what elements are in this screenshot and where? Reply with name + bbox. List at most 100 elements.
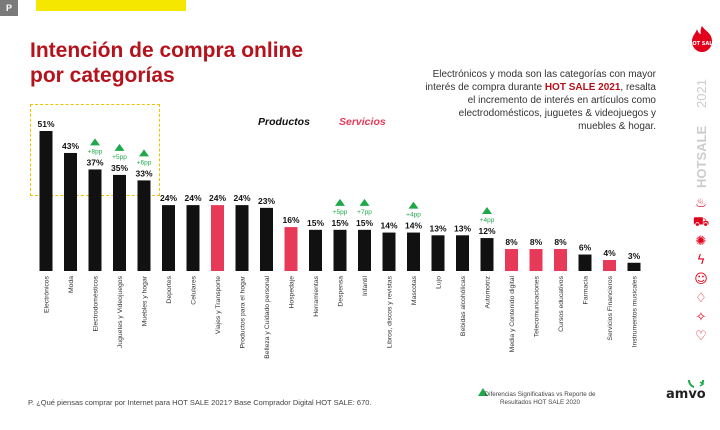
bar-value-label-10: 16% [282, 215, 299, 225]
bar-21 [554, 249, 567, 271]
bar-5 [162, 205, 175, 271]
bar-value-label-22: 6% [579, 243, 592, 253]
bar-chart: 51% Electrónicos 43% Moda 37% Electrodoméstic… [37, 119, 641, 359]
increment-label-2: +8pp [88, 148, 103, 155]
yellow-accent-bar [36, 0, 186, 11]
bar-4 [137, 180, 151, 271]
increment-label-3: +5pp [112, 154, 127, 161]
increment-label-12: +5pp [333, 209, 348, 216]
category-label-11: Herramientas [313, 275, 320, 316]
legend-products: Productos [258, 116, 310, 128]
bar-value-label-5: 24% [160, 193, 177, 203]
description-part-1: Electrónicos y moda son las categorías c… [425, 69, 656, 93]
bar-18 [480, 238, 494, 271]
increment-arrow-2 [90, 138, 100, 146]
category-label-14: Libros, discos y revistas [387, 275, 394, 348]
increment-arrow-18 [482, 207, 492, 215]
bar-value-label-12: 15% [331, 218, 348, 228]
category-label-12: Despensa [338, 276, 345, 307]
bar-value-label-2: 37% [86, 157, 103, 167]
hotsale-vertical-year: 2021 [694, 79, 709, 108]
amvo-logo-text: amvo [666, 387, 706, 402]
category-label-8: Productos para el hogar [240, 275, 247, 348]
bar-2 [88, 169, 102, 271]
category-label-2: Electrodomésticos [93, 275, 100, 331]
chart-description: Electrónicos y moda son las categorías c… [420, 68, 656, 133]
bar-13 [358, 229, 371, 271]
category-label-0: Electrónicos [44, 275, 51, 313]
significant-difference-note: Diferencias Significativas vs Reporte de… [484, 391, 596, 406]
category-label-4: Muebles y hogar [142, 275, 149, 326]
increment-label-13: +7pp [357, 209, 372, 216]
hotsale-logo-text: HOT SALE [688, 41, 716, 47]
increment-arrow-15 [408, 201, 419, 209]
bar-value-label-11: 15% [307, 218, 324, 228]
increment-arrow-12 [335, 198, 345, 206]
bar-10 [284, 227, 298, 271]
category-label-23: Servicios Financieros [607, 275, 614, 340]
bar-14 [382, 232, 396, 271]
sparkle-icon: ✧ [695, 310, 707, 325]
bar-value-label-6: 24% [184, 193, 201, 203]
bar-23 [603, 260, 616, 271]
bar-value-label-9: 23% [258, 196, 275, 206]
category-label-1: Moda [68, 276, 75, 293]
hotsale-vertical-brand: HOTSALE [694, 126, 709, 188]
bar-19 [505, 249, 518, 271]
hotsale-logo: HOT SALE [688, 26, 716, 52]
bar-value-label-0: 51% [37, 119, 54, 129]
increment-arrow-3 [114, 143, 125, 151]
cart-icon: ⛟ [692, 215, 710, 230]
bar-value-label-1: 43% [62, 141, 79, 151]
up-arrow-icon [478, 388, 488, 396]
bar-value-label-15: 14% [405, 221, 422, 231]
bar-value-label-20: 8% [530, 237, 543, 247]
bar-7 [211, 205, 224, 271]
bar-15 [407, 232, 420, 271]
bar-value-label-24: 3% [628, 251, 641, 261]
bar-11 [309, 229, 322, 271]
bar-value-label-3: 35% [111, 163, 128, 173]
bar-1 [64, 152, 77, 271]
category-label-3: Juguetes y Videojuegos [117, 275, 124, 348]
bar-3 [113, 174, 126, 271]
bar-24 [627, 262, 641, 271]
bar-0 [39, 131, 53, 271]
legend-services: Servicios [339, 116, 386, 128]
increment-label-18: +4pp [480, 217, 495, 224]
flame-icon: ♨ [695, 196, 707, 211]
heart-icon: ♡ [695, 329, 707, 344]
diamond-icon: ♢ [695, 291, 707, 306]
bar-value-label-7: 24% [209, 193, 226, 203]
category-label-20: Telecomunicaciones [534, 275, 541, 337]
increment-label-15: +4pp [406, 212, 421, 219]
description-part-2: , resalta el incremento de interés en ar… [458, 82, 656, 132]
bar-value-label-17: 13% [454, 223, 471, 233]
bar-9 [260, 207, 273, 271]
title-line-2: por categorías [30, 64, 175, 87]
page-title: Intención de compra online por categoría… [30, 38, 370, 88]
category-label-5: Deportes [166, 275, 173, 303]
bar-22 [578, 254, 592, 271]
bar-value-label-18: 12% [478, 226, 495, 236]
bar-8 [235, 205, 249, 271]
bar-value-label-8: 24% [233, 193, 250, 203]
title-line-1: Intención de compra online [30, 39, 304, 62]
increment-label-4: +6pp [137, 159, 152, 166]
bar-value-label-4: 33% [135, 168, 152, 178]
bar-17 [456, 235, 469, 271]
category-label-24: Instrumentos musicales [632, 275, 639, 347]
bar-value-label-14: 14% [380, 221, 397, 231]
category-label-21: Cursos educativos [558, 275, 565, 332]
bar-value-label-13: 15% [356, 218, 373, 228]
hotsale-2021-vertical: HOTSALE 2021 [694, 79, 709, 188]
category-label-15: Mascotas [411, 275, 418, 305]
discount-icon: ✺ [695, 234, 707, 249]
bar-16 [431, 235, 445, 271]
increment-arrow-4 [139, 149, 149, 157]
category-label-19: Media y Contenido digital [509, 276, 516, 353]
smile-icon: ☺ [694, 272, 708, 287]
side-icon-column: ♨ ⛟ ✺ ϟ ☺ ♢ ✧ ♡ [690, 194, 712, 346]
category-label-18: Automotriz [485, 275, 492, 308]
lightning-icon: ϟ [696, 253, 706, 268]
